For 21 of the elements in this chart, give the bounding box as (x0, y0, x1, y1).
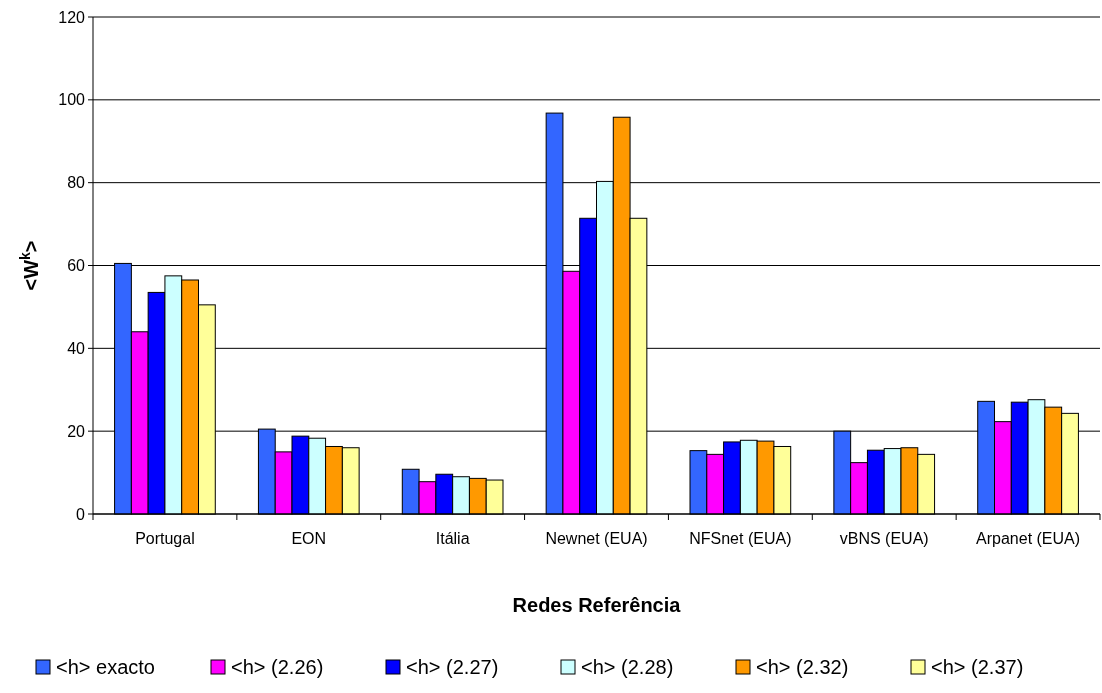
legend-label: <h> exacto (56, 656, 155, 678)
legend-label: <h> (2.27) (406, 656, 499, 678)
y-tick-label: 100 (58, 91, 86, 109)
y-tick-label: 40 (67, 339, 86, 357)
x-tick-label: vBNS (EUA) (839, 530, 929, 547)
x-tick-label: Portugal (135, 530, 195, 547)
x-tick-label: Newnet (EUA) (545, 530, 648, 547)
x-tick-label: EON (291, 530, 327, 547)
y-tick-label: 20 (67, 422, 86, 440)
y-tick-label: 120 (58, 8, 86, 26)
x-tick-label: Itália (435, 530, 470, 547)
x-tick-label: Arpanet (EUA) (976, 530, 1081, 547)
x-tick-label: NFSnet (EUA) (689, 530, 792, 547)
y-tick-label: 0 (76, 505, 86, 523)
legend-label: <h> (2.32) (756, 656, 849, 678)
y-tick-label: 60 (67, 257, 86, 275)
y-tick-label: 80 (67, 174, 86, 192)
legend-label: <h> (2.26) (231, 656, 324, 678)
legend-label: <h> (2.37) (931, 656, 1024, 678)
x-axis-title: Redes Referência (512, 594, 682, 616)
legend-label: <h> (2.28) (581, 656, 674, 678)
